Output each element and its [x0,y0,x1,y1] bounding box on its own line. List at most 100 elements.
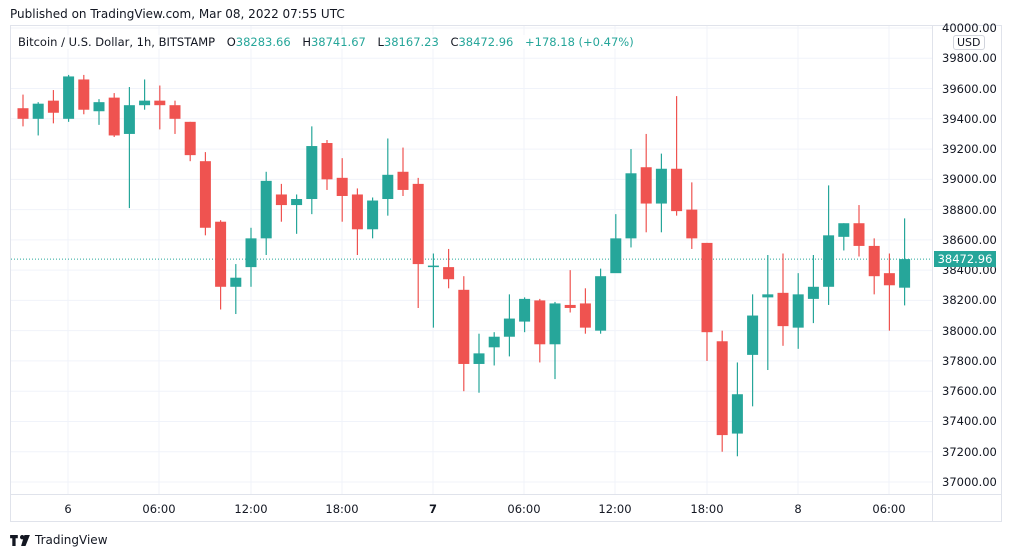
price-label: 39800.00 [942,51,997,66]
tradingview-logo-icon [10,534,30,546]
candle[interactable] [701,242,713,361]
candle[interactable] [838,223,850,251]
candle[interactable] [823,185,835,305]
low-label: L [377,35,384,49]
close-value: 38472.96 [458,35,514,49]
candle[interactable] [321,139,333,190]
candle[interactable] [336,158,348,222]
candle[interactable] [716,330,728,452]
candle[interactable] [275,183,287,222]
candle[interactable] [123,87,135,209]
candle[interactable] [807,255,819,324]
candle[interactable] [260,171,272,256]
time-label: 06:00 [872,502,906,516]
price-label: 40000.00 [942,21,997,35]
candle[interactable] [427,253,439,328]
price-label: 39600.00 [942,81,997,96]
time-label: 7 [428,502,438,516]
candle[interactable] [473,333,485,393]
candle[interactable] [139,79,151,110]
time-label: 6 [64,502,72,516]
candle[interactable] [792,273,804,349]
candle[interactable] [47,90,59,124]
candle[interactable] [655,153,667,233]
time-label: 18:00 [325,502,359,516]
candle[interactable] [184,121,196,162]
candle[interactable] [762,255,774,371]
price-label: 38000.00 [942,323,997,338]
candle[interactable] [245,227,257,287]
candle[interactable] [686,182,698,249]
candle[interactable] [488,332,500,366]
tradingview-logo[interactable]: TradingView [10,533,108,547]
candle[interactable] [564,270,576,313]
time-label: 12:00 [234,502,268,516]
candle[interactable] [503,294,515,357]
time-label: 06:00 [507,502,541,516]
candle[interactable] [93,99,105,125]
candle[interactable] [291,194,303,234]
candle[interactable] [108,93,120,137]
time-label: 12:00 [598,502,632,516]
close-label: C [450,35,459,49]
candle[interactable] [549,301,561,380]
candle[interactable] [883,253,895,331]
candle[interactable] [199,152,211,236]
high-label: H [302,35,311,49]
candle[interactable] [17,94,29,127]
currency-badge[interactable]: USD [953,35,985,50]
price-label: 37400.00 [942,414,997,429]
candle[interactable] [625,149,637,248]
time-label: 18:00 [690,502,724,516]
symbol-title: Bitcoin / U.S. Dollar, 1h, BITSTAMP [18,35,216,49]
price-label: 37200.00 [942,444,997,459]
candle[interactable] [397,147,409,196]
candle[interactable] [443,248,455,289]
tradingview-brand: TradingView [35,533,108,547]
change-value: +178.18 (+0.47%) [525,35,634,49]
candle[interactable] [215,220,227,310]
candle[interactable] [78,74,90,115]
candle[interactable] [610,214,622,274]
candle[interactable] [534,298,546,363]
candle[interactable] [731,362,743,457]
price-label: 38800.00 [942,202,997,217]
candle[interactable] [868,238,880,295]
candle[interactable] [169,100,181,134]
candle[interactable] [412,177,424,308]
price-label: 37600.00 [942,384,997,399]
candle[interactable] [640,133,652,233]
candle[interactable] [899,218,911,306]
low-value: 38167.23 [383,35,439,49]
open-label: O [226,35,236,49]
candle[interactable] [519,297,531,333]
time-label: 06:00 [142,502,176,516]
published-caption: Published on TradingView.com, Mar 08, 20… [10,7,345,21]
candle[interactable] [671,96,683,216]
chart-frame [10,25,1002,522]
candle[interactable] [458,276,470,392]
high-value: 38741.67 [310,35,366,49]
last-price-tag: 38472.96 [934,251,996,267]
open-value: 38283.66 [235,35,291,49]
time-label: 8 [794,502,802,516]
candle[interactable] [595,268,607,334]
candle[interactable] [747,294,759,407]
candle[interactable] [579,288,591,334]
symbol-legend: Bitcoin / U.S. Dollar, 1h, BITSTAMP O382… [18,35,634,49]
candle[interactable] [351,188,363,256]
candle[interactable] [367,197,379,239]
candle[interactable] [230,264,242,315]
candle[interactable] [154,85,166,130]
candle[interactable] [382,138,394,216]
candle[interactable] [63,74,75,122]
candle[interactable] [777,253,789,346]
price-label: 39200.00 [942,142,997,157]
price-label: 38200.00 [942,293,997,308]
candle[interactable] [853,205,865,257]
price-label: 38600.00 [942,232,997,247]
candle[interactable] [306,126,318,215]
price-label: 39000.00 [942,172,997,187]
candle[interactable] [32,102,44,136]
